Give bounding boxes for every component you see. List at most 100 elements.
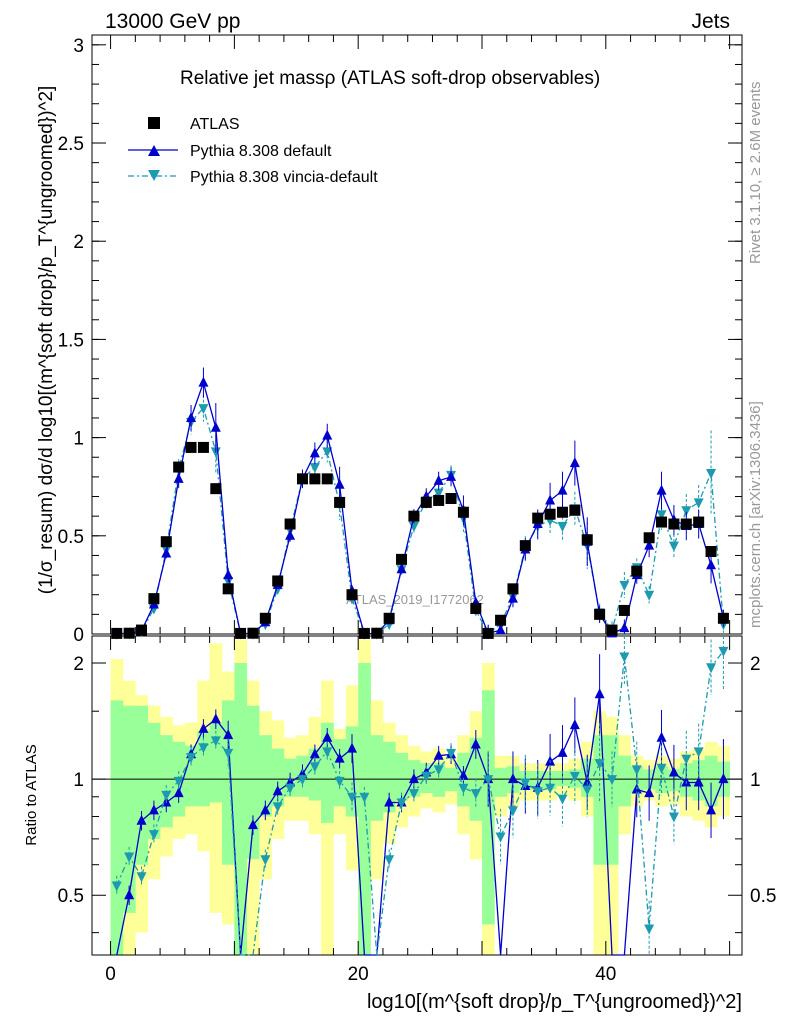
data-marker [457,506,469,518]
watermark: ATLAS_2019_I1772062 [346,592,484,607]
main-ylabel: (1/σ_resum) dσ/d log10[(m^{soft drop}/p_… [36,86,57,595]
ratio-marker [260,804,271,815]
xlabel: log10[(m^{soft drop}/p_T^{ungroomed})^2] [367,991,742,1013]
data-marker [173,472,184,483]
data-marker [644,590,655,601]
data-marker [186,411,197,422]
data-marker [396,553,408,565]
ratio-marker [384,855,395,866]
series-atlas [111,441,729,639]
ratio-marker [569,771,580,782]
ratio-band-inner [147,722,161,839]
data-marker [619,622,630,633]
ratio-marker [309,762,320,773]
data-marker [706,559,717,570]
main-panel-frame [91,34,743,635]
data-marker [594,608,606,620]
ratio-band-inner [122,705,136,913]
ratio-marker [347,792,357,803]
ratio-marker [161,790,172,801]
ratio-marker [656,731,667,742]
ratio-marker [334,752,345,763]
ratio-marker [532,787,543,798]
ratio-marker [433,765,444,776]
ratio-band-inner [110,700,124,955]
ratio-marker [309,748,320,759]
y-tick-label: 1 [73,429,84,450]
ratio-marker [285,783,296,794]
ratio-series-pythia-vincia [111,636,729,956]
data-marker [148,593,160,605]
data-marker [507,592,518,603]
legend-label-pythia-default: Pythia 8.308 default [190,143,332,160]
ratio-marker [186,753,197,764]
ratio-tick-label-right: 0.5 [750,886,776,907]
ratio-marker [347,742,357,753]
data-marker [569,457,580,468]
ratio-band-inner [184,745,198,807]
side-label-rivet: Rivet 3.1.10, ≥ 2.6M events [747,82,764,265]
data-marker [495,624,506,635]
data-marker [656,510,667,521]
ratio-marker [223,729,234,740]
data-marker [123,627,135,639]
data-marker [668,541,679,552]
ratio-marker [359,792,370,803]
data-marker [705,546,717,558]
legend-label-pythia-vincia: Pythia 8.308 vincia-default [190,169,378,186]
data-marker [631,565,643,577]
ratio-marker [470,738,481,749]
ratio-marker [706,804,717,815]
ratio-marker [607,775,617,786]
ratio-band-inner [494,767,508,797]
ratio-marker [223,748,234,759]
ratio-marker [557,794,568,805]
data-marker [556,506,568,518]
ratio-panel-frame [91,635,743,956]
ratio-band-inner [395,752,409,801]
data-marker [161,547,172,558]
data-marker [247,627,259,639]
data-marker [433,474,444,485]
data-marker [198,404,209,415]
y-tick-label: 1.5 [58,330,84,351]
ratio-marker [483,775,494,786]
ratio-marker [408,773,419,784]
data-marker [334,478,345,489]
data-marker [185,441,197,453]
data-marker [136,624,148,636]
data-marker [223,569,234,580]
ratio-marker [384,796,395,807]
ratio-band-inner [358,663,371,955]
data-marker [111,627,123,639]
data-marker [569,504,581,516]
data-marker [693,516,705,528]
ratio-band-inner [382,741,396,813]
data-marker [433,488,444,499]
ratio-marker [148,830,159,841]
data-marker [309,463,320,474]
data-marker [446,470,457,481]
ratio-marker [322,747,333,758]
data-marker [210,483,222,495]
ratio-marker [507,773,518,784]
ratio-marker [148,804,159,815]
data-marker [322,447,333,458]
ratio-band-inner [135,705,149,865]
data-marker [259,612,271,624]
ratio-marker [718,773,729,784]
data-marker [371,627,383,639]
header-left: 13000 GeV pp [105,10,240,33]
ratio-marker [693,776,704,787]
data-marker [334,496,346,508]
data-marker [532,512,544,524]
data-marker [470,602,482,614]
data-marker [346,589,358,601]
ratio-marker [718,646,729,657]
data-marker [619,580,630,591]
ratio-marker [408,789,419,800]
data-marker [693,498,704,509]
ratio-marker [706,663,717,674]
data-marker [668,518,680,530]
